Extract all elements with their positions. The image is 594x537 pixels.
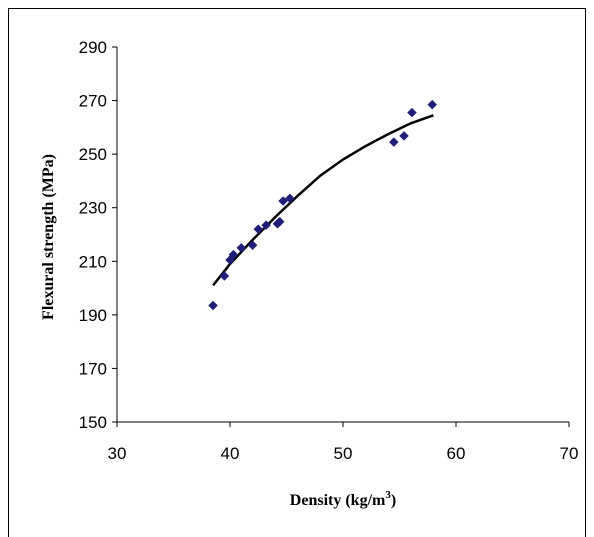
- chart-frame: [8, 8, 586, 537]
- y-axis-title: Flexural strength (MPa): [40, 154, 57, 320]
- y-tick-label: 150: [79, 413, 107, 432]
- tick-marks: [112, 46, 570, 427]
- y-tick-label: 250: [79, 145, 107, 164]
- data-point: [285, 193, 295, 204]
- x-axis-title-superscript: 3: [385, 489, 391, 501]
- data-point: [399, 131, 409, 141]
- x-tick-label: 70: [560, 444, 579, 463]
- data-point: [274, 216, 285, 227]
- axes: [116, 47, 569, 423]
- x-axis-title: Density (kg/m3): [290, 489, 396, 509]
- data-point: [278, 196, 288, 206]
- y-tick-label: 270: [79, 92, 107, 111]
- data-point: [427, 99, 438, 110]
- trendline: [212, 114, 434, 287]
- data-point: [228, 249, 239, 260]
- x-tick-label: 30: [108, 444, 127, 463]
- y-tick-label: 190: [79, 306, 107, 325]
- y-tick-label: 210: [79, 252, 107, 271]
- x-tick-label: 60: [447, 444, 466, 463]
- data-point: [261, 220, 272, 230]
- data-point: [407, 107, 417, 118]
- x-tick-label: 40: [221, 444, 240, 463]
- data-point: [388, 137, 399, 147]
- data-point: [219, 271, 230, 281]
- x-axis-title-end: ): [391, 492, 396, 509]
- data-point: [208, 300, 218, 311]
- tick-labels: 150 170 190 210 230 250 270 290 30 40 50 60 70: [79, 38, 579, 463]
- y-tick-label: 290: [79, 38, 107, 57]
- data-points: [208, 99, 438, 311]
- x-axis-title-main: Density (kg/m: [290, 492, 386, 509]
- x-tick-label: 50: [334, 444, 353, 463]
- y-tick-label: 230: [79, 199, 107, 218]
- data-point: [253, 224, 264, 234]
- data-point: [236, 243, 247, 253]
- y-tick-label: 170: [79, 359, 107, 378]
- data-point: [247, 240, 258, 251]
